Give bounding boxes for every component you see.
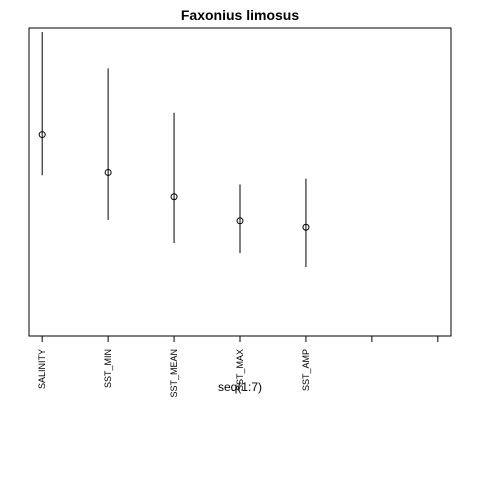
data-point	[236, 217, 244, 225]
x-axis: SALINITY SST_MIN SST_MEAN SST_MAX SST_AMP	[37, 335, 439, 398]
chart-title: Faxonius limosus	[181, 7, 299, 23]
x-tick-label: SST_MEAN	[169, 349, 179, 398]
data-point	[38, 131, 46, 139]
x-tick-label: SST_MAX	[235, 349, 245, 391]
x-tick-label: SST_AMP	[301, 349, 311, 391]
x-tick-label: SALINITY	[37, 349, 47, 389]
x-tick-label: SST_MIN	[103, 349, 113, 388]
x-axis-title: seq(1:7)	[218, 380, 262, 394]
data-points	[38, 131, 310, 231]
data-point	[170, 193, 178, 201]
data-point	[104, 168, 112, 176]
data-point	[302, 223, 310, 231]
confidence-intervals	[41, 32, 307, 268]
plot-frame	[28, 27, 452, 337]
